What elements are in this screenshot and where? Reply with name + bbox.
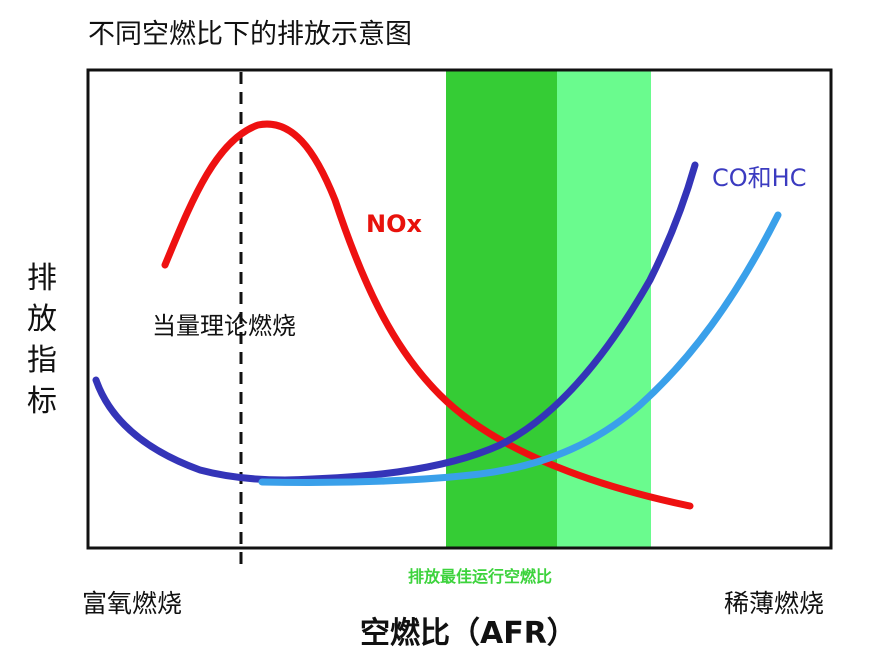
co-hc-label: CO和HC	[712, 164, 807, 192]
nox-label: NOx	[366, 210, 422, 238]
co-hc-curve	[92, 161, 699, 484]
rich-combustion-label: 富氧燃烧	[82, 589, 183, 618]
diagram-title: 不同空燃比下的排放示意图	[88, 19, 412, 50]
stoichiometric-label: 当量理论燃烧	[152, 312, 296, 340]
nox-curve	[161, 120, 694, 510]
lean-combustion-label: 稀薄燃烧	[724, 589, 825, 618]
optimal-zone-label: 排放最佳运行空燃比	[408, 567, 553, 586]
y-axis-label: 排放指标	[27, 261, 57, 419]
plot-frame	[86, 68, 833, 550]
hc-curve	[258, 211, 782, 487]
x-axis-label: 空燃比（AFR）	[360, 616, 577, 651]
